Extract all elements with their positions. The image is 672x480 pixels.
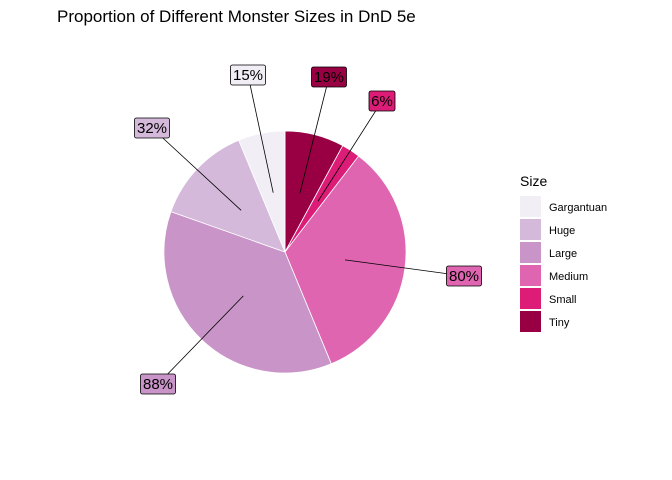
pie-slices xyxy=(163,130,407,374)
slice-label-box xyxy=(368,90,396,112)
slice-label-text: 88% xyxy=(143,376,173,393)
slice-label-box xyxy=(140,373,176,395)
slice-label-tiny: 19% xyxy=(311,66,347,88)
leader-line-small xyxy=(317,100,383,202)
leader-line-large xyxy=(157,295,244,385)
leader-line-huge xyxy=(151,127,242,211)
leader-line-gargantuan xyxy=(247,74,274,193)
legend-key-tiny xyxy=(520,311,541,332)
slice-label-text: 19% xyxy=(314,69,344,86)
slice-label-small: 6% xyxy=(368,90,396,112)
slice-label-box xyxy=(230,64,266,86)
slice-label-gargantuan: 15% xyxy=(230,64,266,86)
slice-label-text: 6% xyxy=(371,93,393,110)
legend-label-medium: Medium xyxy=(549,271,588,283)
slice-label-huge: 32% xyxy=(134,117,170,139)
slice-label-box xyxy=(446,265,482,287)
legend-key-small xyxy=(520,288,541,309)
legend-key-gargantuan xyxy=(520,196,541,217)
pie-slice-huge xyxy=(170,139,286,253)
slice-label-box xyxy=(311,66,347,88)
legend-title: Size xyxy=(520,173,547,189)
slice-label-medium: 80% xyxy=(446,265,482,287)
slice-label-text: 32% xyxy=(137,120,167,137)
label-leader-lines xyxy=(151,74,465,385)
slice-label-large: 88% xyxy=(140,373,176,395)
chart-title: Proportion of Different Monster Sizes in… xyxy=(57,7,416,26)
legend: Size Gargantuan Huge Large Medium Small Tiny xyxy=(520,173,607,332)
leader-line-tiny xyxy=(299,76,330,194)
legend-label-small: Small xyxy=(549,294,577,306)
legend-key-medium xyxy=(520,265,541,286)
legend-key-large xyxy=(520,242,541,263)
slice-labels: 19% 6% 80% 88% 32% 15% xyxy=(134,64,482,395)
legend-key-huge xyxy=(520,219,541,240)
legend-label-huge: Huge xyxy=(549,225,575,237)
pie-slice-gargantuan xyxy=(238,130,286,253)
slice-label-box xyxy=(134,117,170,139)
slice-label-text: 15% xyxy=(233,67,263,84)
legend-label-large: Large xyxy=(549,248,577,260)
slice-label-text: 80% xyxy=(449,268,479,285)
legend-label-tiny: Tiny xyxy=(549,317,570,329)
pie-slice-large xyxy=(163,211,332,374)
legend-label-gargantuan: Gargantuan xyxy=(549,202,607,214)
leader-line-medium xyxy=(344,259,465,277)
